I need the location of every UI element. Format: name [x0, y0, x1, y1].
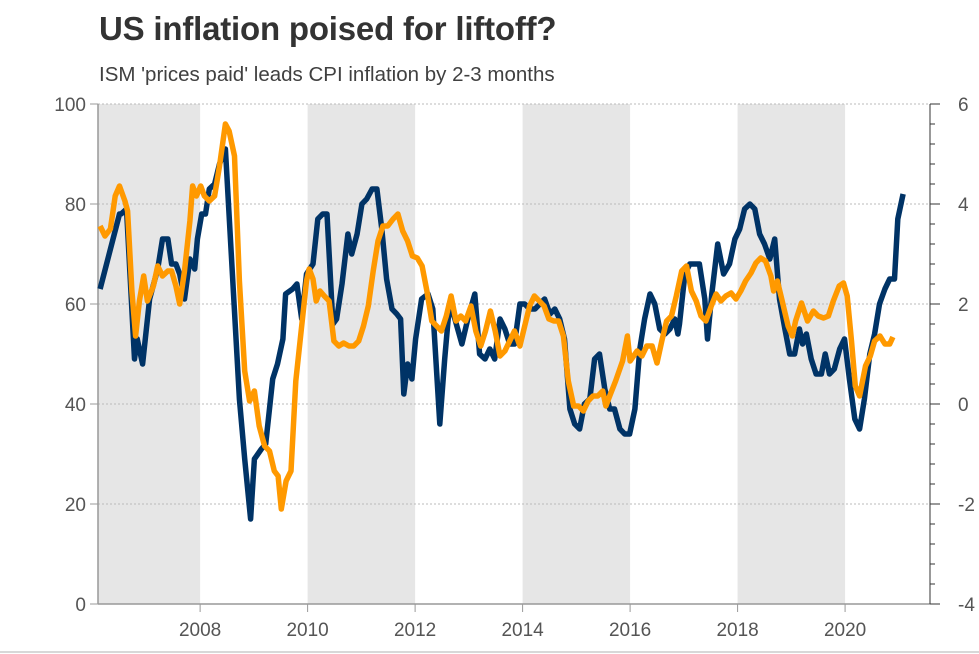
left-axis-tick-label: 0: [75, 595, 86, 616]
shaded-band: [307, 104, 416, 604]
left-axis-tick-label: 20: [65, 495, 86, 516]
right-axis-tick-label: 4: [958, 195, 969, 216]
left-axis-tick-label: 80: [65, 195, 86, 216]
left-axis-tick-label: 60: [65, 295, 86, 316]
x-axis-tick-label: 2014: [501, 620, 544, 641]
shaded-bands: [98, 104, 846, 604]
gridlines: [98, 103, 930, 505]
x-axis-tick-label: 2008: [179, 620, 221, 641]
bottom-divider: [0, 651, 979, 653]
left-axis-tick-label: 40: [65, 395, 86, 416]
x-axis-tick-label: 2020: [824, 620, 866, 641]
x-axis-tick-label: 2012: [394, 620, 436, 641]
right-axis-tick-label: -2: [958, 495, 975, 516]
right-axis-tick-label: 2: [958, 295, 969, 316]
right-axis-tick-label: 6: [958, 95, 969, 116]
x-axis-tick-label: 2010: [286, 620, 328, 641]
chart-title: US inflation poised for liftoff?: [99, 10, 557, 47]
shaded-band: [98, 104, 201, 604]
x-axis-tick-label: 2018: [716, 620, 758, 641]
series-lines: [97, 121, 906, 522]
right-axis-tick-label: 0: [958, 395, 969, 416]
cpi-series-line: [97, 121, 896, 512]
right-axis-tick-label: -4: [958, 595, 975, 616]
tick-labels: 0 20 40 60 80 100 -4 -2 0 2 4 6 2008 2010 2012 2014 2016…: [54, 95, 975, 641]
axes: [90, 103, 940, 612]
left-axis-tick-label: 100: [54, 95, 86, 116]
x-axis-tick-label: 2016: [609, 620, 651, 641]
shaded-band: [522, 104, 631, 604]
chart-subtitle: ISM 'prices paid' leads CPI inflation by…: [99, 63, 555, 86]
